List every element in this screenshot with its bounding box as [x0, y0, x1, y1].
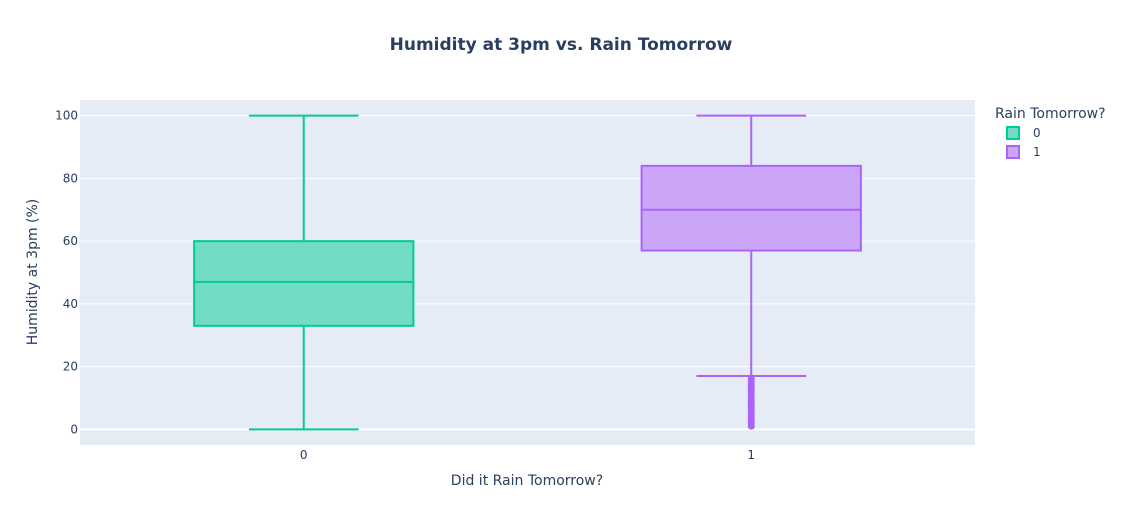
x-tick-label: 1 [747, 448, 755, 462]
y-tick-label: 40 [63, 297, 78, 311]
iqr-box [640, 164, 862, 252]
chart-title: Humidity at 3pm vs. Rain Tomorrow [390, 35, 733, 55]
outlier-point [747, 375, 755, 383]
legend-item: 0 [1006, 126, 1041, 140]
legend-item: 1 [1006, 145, 1041, 159]
legend-title: Rain Tomorrow? [995, 106, 1106, 122]
legend-swatch [1006, 145, 1020, 159]
iqr-box [193, 240, 415, 327]
y-tick-label: 100 [55, 109, 78, 123]
x-axis-title: Did it Rain Tomorrow? [451, 473, 603, 489]
legend-label: 0 [1033, 126, 1041, 140]
box-trace [640, 114, 862, 430]
y-tick-label: 20 [63, 360, 78, 374]
y-tick-label: 60 [63, 234, 78, 248]
box-trace [193, 114, 415, 431]
legend-label: 1 [1033, 145, 1041, 159]
y-axis-ticks: 0 20 40 60 80 100 [55, 109, 78, 437]
y-tick-label: 80 [63, 171, 78, 185]
x-tick-label: 0 [300, 448, 308, 462]
legend-swatch [1006, 126, 1020, 140]
box-traces [193, 114, 862, 431]
legend: Rain Tomorrow? 0 1 [995, 106, 1106, 159]
y-tick-label: 0 [70, 422, 78, 436]
y-axis-title: Humidity at 3pm (%) [25, 199, 41, 346]
